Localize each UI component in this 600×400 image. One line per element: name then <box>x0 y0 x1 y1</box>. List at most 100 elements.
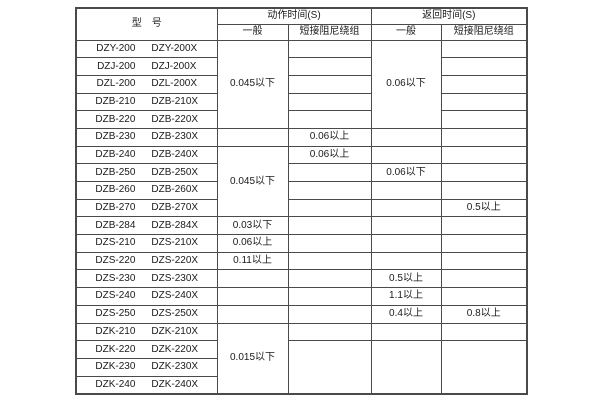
return-damping-cell <box>440 57 528 76</box>
model-name: DZB-220 <box>95 113 136 125</box>
model-name-x: DZB-270X <box>151 202 199 214</box>
action-damping-cell: 0.06以上 <box>287 127 372 147</box>
model-cell: DZB-284 DZB-284X <box>75 216 218 236</box>
col-header-action-time: 动作时间(S) <box>216 7 372 25</box>
model-name: DZK-230 <box>95 361 136 373</box>
return-general-cell <box>370 198 442 218</box>
model-cell: DZL-200 DZL-200X <box>75 74 218 94</box>
model-name-x: DZB-250X <box>151 166 199 178</box>
col-header-return-damping: 短接阻尼绕组 <box>440 23 528 41</box>
model-name-x: DZB-220X <box>151 113 199 125</box>
model-cell: DZJ-200 DZJ-200X <box>75 57 218 76</box>
table-row: DZL-200 DZL-200X <box>75 74 528 94</box>
table-row: DZB-230 DZB-230X 0.06以上 <box>75 127 528 147</box>
action-damping-cell <box>287 74 372 94</box>
table-row: DZY-200 DZY-200X 0.045以下 0.06以下 <box>75 39 528 129</box>
model-cell: DZB-230 DZB-230X <box>75 127 218 147</box>
return-general-cell <box>370 340 442 395</box>
model-name-x: DZS-240X <box>151 290 199 302</box>
model-name: DZY-200 <box>96 42 136 54</box>
return-damping-cell <box>440 340 528 395</box>
model-name-x: DZK-230X <box>151 361 199 373</box>
action-damping-cell <box>287 216 372 236</box>
action-damping-cell <box>287 287 372 306</box>
action-general-cell: 0.045以下 <box>216 145 289 218</box>
table-row: DZB-240 DZB-240X 0.045以下 0.06以上 <box>75 145 528 218</box>
action-damping-cell <box>287 92 372 112</box>
model-name-x: DZB-230X <box>151 131 199 143</box>
model-name-x: DZB-210X <box>151 95 199 107</box>
table-row: DZK-210 DZK-210X 0.015以下 <box>75 322 528 395</box>
action-general-cell: 0.06以上 <box>216 234 289 253</box>
model-name: DZB-250 <box>95 166 136 178</box>
action-general-cell <box>216 269 289 289</box>
action-damping-cell <box>287 181 372 200</box>
model-name: DZB-240 <box>95 148 136 160</box>
return-damping-cell <box>440 145 528 165</box>
return-damping-cell <box>440 234 528 253</box>
model-name: DZS-210 <box>95 237 136 249</box>
model-name: DZJ-200 <box>97 60 136 72</box>
action-damping-cell <box>287 251 372 271</box>
model-cell: DZB-250 DZB-250X <box>75 163 218 182</box>
model-cell: DZK-210 DZK-210X <box>75 322 218 342</box>
return-damping-cell: 0.8以上 <box>440 304 528 324</box>
model-cell: DZB-260 DZB-260X <box>75 181 218 200</box>
model-cell: DZS-220 DZS-220X <box>75 251 218 271</box>
action-general-cell <box>216 304 289 324</box>
model-name-x: DZB-284X <box>151 219 199 231</box>
table-row: DZB-220 DZB-220X <box>75 110 528 129</box>
action-damping-cell <box>287 269 372 289</box>
model-cell: DZS-230 DZS-230X <box>75 269 218 289</box>
return-general-cell: 0.4以上 <box>370 304 442 324</box>
action-damping-cell <box>287 163 372 182</box>
action-general-cell: 0.045以下 <box>216 39 289 129</box>
model-name: DZS-220 <box>95 255 136 267</box>
table-row: DZB-210 DZB-210X <box>75 92 528 112</box>
model-name: DZB-260 <box>95 184 136 196</box>
model-name-x: DZK-220X <box>151 343 199 355</box>
model-name-x: DZS-210X <box>151 237 199 249</box>
return-general-cell: 0.06以下 <box>370 163 442 182</box>
return-damping-cell <box>440 216 528 236</box>
return-damping-cell <box>440 92 528 112</box>
model-name-x: DZJ-200X <box>151 60 197 72</box>
return-general-cell <box>370 251 442 271</box>
model-name: DZB-210 <box>95 95 136 107</box>
return-damping-cell <box>440 39 528 59</box>
model-name: DZK-220 <box>95 343 136 355</box>
action-damping-cell <box>287 304 372 324</box>
model-name: DZB-284 <box>95 219 136 231</box>
action-general-cell: 0.11以上 <box>216 251 289 271</box>
table-row: DZK-220 DZK-220X <box>75 340 528 395</box>
model-cell: DZK-240 DZK-240X <box>75 375 218 395</box>
action-general-cell <box>216 287 289 306</box>
return-damping-cell <box>440 127 528 147</box>
action-damping-cell <box>287 234 372 253</box>
col-header-return-general: 一般 <box>370 23 442 41</box>
return-general-cell <box>370 322 442 342</box>
model-name-x: DZB-260X <box>151 184 199 196</box>
model-name-x: DZK-240X <box>151 378 199 390</box>
col-header-model: 型 号 <box>75 7 218 41</box>
return-damping-cell <box>440 287 528 306</box>
return-general-cell: 1.1以上 <box>370 287 442 306</box>
col-header-return-time: 返回时间(S) <box>370 7 528 25</box>
return-general-cell <box>370 234 442 253</box>
table-row: DZS-230 DZS-230X 0.5以上 <box>75 269 528 289</box>
action-general-cell: 0.03以下 <box>216 216 289 236</box>
table-row: DZS-240 DZS-240X 1.1以上 <box>75 287 528 306</box>
action-damping-cell: 0.06以上 <box>287 145 372 165</box>
model-name: DZS-230 <box>95 272 136 284</box>
model-name: DZB-230 <box>95 131 136 143</box>
table-row: DZS-210 DZS-210X 0.06以上 <box>75 234 528 253</box>
model-name-x: DZY-200X <box>151 42 198 54</box>
model-name: DZS-240 <box>95 290 136 302</box>
return-general-cell <box>370 181 442 200</box>
table-row: DZK-240 DZK-240X <box>75 375 527 395</box>
model-name: DZK-240 <box>95 378 136 390</box>
table-row: DZB-270 DZB-270X 0.5以上 <box>75 198 528 218</box>
table-row: DZJ-200 DZJ-200X <box>75 57 528 76</box>
model-cell: DZK-220 DZK-220X <box>75 340 218 359</box>
